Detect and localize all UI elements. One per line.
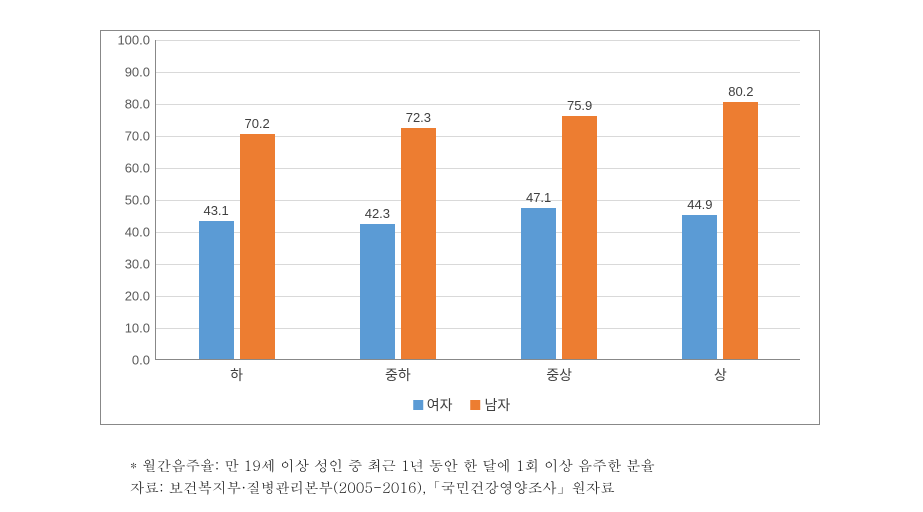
bar-value-label: 47.1 — [526, 190, 551, 205]
bar-value-label: 70.2 — [244, 116, 269, 131]
y-tick-label: 50.0 — [106, 193, 156, 208]
x-tick-label: 중상 — [546, 365, 572, 385]
bar-여자: 47.1 — [521, 208, 556, 359]
bar-value-label: 72.3 — [406, 110, 431, 125]
gridline — [156, 104, 800, 105]
legend-item: 여자 — [413, 395, 453, 415]
y-tick-label: 0.0 — [106, 353, 156, 368]
bar-value-label: 44.9 — [687, 197, 712, 212]
bar-value-label: 75.9 — [567, 98, 592, 113]
footnote-line-1: * 월간음주율: 만 19세 이상 성인 중 최근 1년 동안 한 달에 1회 … — [130, 455, 655, 477]
x-tick-label: 상 — [714, 365, 727, 385]
footnote: * 월간음주율: 만 19세 이상 성인 중 최근 1년 동안 한 달에 1회 … — [130, 455, 655, 500]
legend-swatch — [471, 400, 481, 410]
y-tick-label: 40.0 — [106, 225, 156, 240]
y-tick-label: 90.0 — [106, 65, 156, 80]
legend-label: 남자 — [485, 395, 511, 415]
y-tick-label: 30.0 — [106, 257, 156, 272]
bar-남자: 80.2 — [723, 102, 758, 359]
bar-여자: 42.3 — [360, 224, 395, 359]
legend-item: 남자 — [471, 395, 511, 415]
bar-여자: 44.9 — [682, 215, 717, 359]
bar-value-label: 80.2 — [728, 84, 753, 99]
plot-area: 0.010.020.030.040.050.060.070.080.090.01… — [155, 40, 800, 360]
gridline — [156, 40, 800, 41]
y-tick-label: 100.0 — [106, 33, 156, 48]
y-tick-label: 20.0 — [106, 289, 156, 304]
bar-남자: 75.9 — [562, 116, 597, 359]
legend-swatch — [413, 400, 423, 410]
y-tick-label: 70.0 — [106, 129, 156, 144]
legend: 여자 남자 — [413, 395, 511, 415]
bar-남자: 72.3 — [401, 128, 436, 359]
legend-label: 여자 — [427, 395, 453, 415]
footnote-line-2: 자료: 보건복지부·질병관리본부(2005-2016),「국민건강영양조사」원자… — [130, 477, 655, 499]
y-tick-label: 10.0 — [106, 321, 156, 336]
bar-남자: 70.2 — [240, 134, 275, 359]
x-tick-label: 하 — [230, 365, 243, 385]
y-tick-label: 60.0 — [106, 161, 156, 176]
gridline — [156, 72, 800, 73]
bar-여자: 43.1 — [199, 221, 234, 359]
y-tick-label: 80.0 — [106, 97, 156, 112]
bar-value-label: 42.3 — [365, 206, 390, 221]
x-tick-label: 중하 — [385, 365, 411, 385]
bar-value-label: 43.1 — [203, 203, 228, 218]
